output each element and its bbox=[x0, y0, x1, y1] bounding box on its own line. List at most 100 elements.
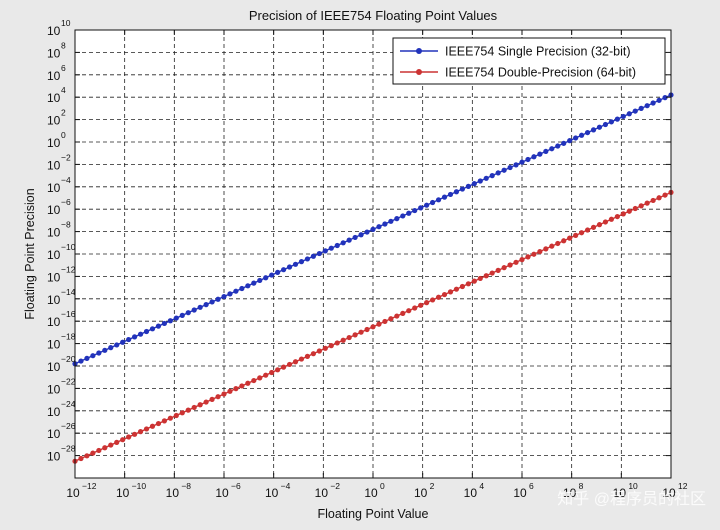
legend-label-single: IEEE754 Single Precision (32-bit) bbox=[445, 45, 631, 59]
data-point bbox=[251, 280, 257, 286]
data-point bbox=[96, 350, 102, 356]
data-point bbox=[203, 302, 209, 308]
data-point bbox=[662, 95, 668, 101]
x-tick-exponent: −8 bbox=[181, 481, 191, 491]
data-point bbox=[376, 224, 382, 230]
data-point bbox=[656, 97, 662, 103]
data-point bbox=[185, 407, 191, 413]
data-point bbox=[477, 178, 483, 184]
chart-title: Precision of IEEE754 Floating Point Valu… bbox=[249, 8, 498, 23]
y-tick-exponent: −22 bbox=[61, 376, 76, 386]
y-tick-label: 10 bbox=[47, 226, 61, 240]
data-point bbox=[573, 135, 579, 141]
data-point bbox=[84, 355, 90, 361]
x-tick-label: 10 bbox=[662, 486, 676, 500]
data-point bbox=[102, 347, 108, 353]
data-point bbox=[477, 275, 483, 282]
data-point bbox=[346, 334, 352, 341]
data-point bbox=[656, 195, 662, 201]
data-point bbox=[507, 164, 513, 171]
data-point bbox=[561, 238, 567, 244]
data-point bbox=[275, 269, 281, 275]
x-tick-exponent: 8 bbox=[579, 481, 584, 491]
y-tick-label: 10 bbox=[47, 450, 61, 464]
data-point bbox=[227, 291, 233, 297]
data-point bbox=[137, 331, 144, 337]
data-point bbox=[316, 348, 322, 354]
data-point bbox=[531, 251, 537, 257]
data-point bbox=[483, 175, 489, 181]
data-point bbox=[531, 154, 537, 160]
data-point bbox=[567, 235, 573, 241]
y-tick-exponent: −26 bbox=[61, 421, 76, 431]
data-point bbox=[537, 248, 543, 255]
y-tick-label: 10 bbox=[47, 405, 61, 419]
data-point bbox=[650, 197, 656, 204]
data-point bbox=[424, 202, 430, 208]
data-point bbox=[179, 312, 185, 318]
x-tick-label: 10 bbox=[464, 486, 478, 500]
data-point bbox=[543, 148, 549, 155]
watermark-text: 知乎 @程序员的社区 bbox=[557, 490, 706, 508]
data-point bbox=[614, 213, 620, 220]
x-tick-label: 10 bbox=[513, 486, 527, 500]
data-point bbox=[412, 305, 418, 311]
data-point bbox=[102, 445, 108, 451]
data-point bbox=[382, 318, 388, 325]
data-point bbox=[358, 329, 364, 335]
data-point bbox=[573, 232, 579, 239]
data-point bbox=[620, 211, 626, 217]
data-point bbox=[340, 337, 346, 343]
y-tick-exponent: 4 bbox=[61, 85, 66, 95]
data-point bbox=[394, 216, 400, 222]
y-tick-label: 10 bbox=[47, 360, 61, 374]
data-point bbox=[155, 420, 162, 427]
data-point bbox=[328, 343, 334, 349]
data-point bbox=[579, 230, 585, 236]
data-point bbox=[596, 222, 603, 228]
data-point bbox=[155, 323, 162, 329]
y-tick-exponent: −20 bbox=[61, 354, 76, 364]
data-point bbox=[179, 410, 185, 416]
data-point bbox=[579, 132, 585, 138]
data-point bbox=[632, 108, 638, 114]
legend-label-double: IEEE754 Double-Precision (64-bit) bbox=[445, 66, 636, 80]
data-point bbox=[620, 113, 626, 120]
x-tick-exponent: −12 bbox=[82, 481, 97, 491]
data-point bbox=[292, 261, 299, 267]
y-tick-label: 10 bbox=[47, 338, 61, 352]
data-point bbox=[269, 369, 275, 376]
data-point bbox=[382, 221, 388, 227]
data-point bbox=[465, 281, 471, 287]
data-point bbox=[304, 353, 311, 359]
data-point bbox=[114, 342, 120, 348]
data-point bbox=[316, 250, 322, 257]
data-point bbox=[328, 245, 334, 251]
data-point bbox=[483, 273, 489, 279]
data-point bbox=[584, 227, 591, 233]
data-point bbox=[608, 216, 615, 222]
x-ticks: 10 −12 10 −10 10 −8 10 −6 10 −4 10 −2 10 0 10 2 10 4 10 6 10… bbox=[66, 30, 688, 500]
y-tick-label: 10 bbox=[47, 91, 61, 105]
data-point bbox=[310, 253, 316, 259]
data-point bbox=[394, 313, 400, 319]
data-point bbox=[143, 426, 150, 432]
y-tick-exponent: −8 bbox=[61, 220, 71, 230]
x-tick-label: 10 bbox=[265, 486, 279, 500]
data-point bbox=[406, 308, 412, 314]
x-tick-exponent: 4 bbox=[479, 481, 484, 491]
y-tick-label: 10 bbox=[47, 114, 61, 128]
data-point bbox=[465, 183, 471, 189]
data-point bbox=[263, 275, 269, 281]
y-tick-exponent: 8 bbox=[61, 40, 66, 50]
data-point bbox=[430, 297, 436, 303]
data-point bbox=[644, 200, 650, 206]
data-point bbox=[310, 351, 316, 357]
y-tick-exponent: −16 bbox=[61, 309, 76, 319]
data-point bbox=[549, 243, 555, 249]
data-point bbox=[537, 151, 543, 157]
x-tick-exponent: 2 bbox=[430, 481, 435, 491]
data-point bbox=[638, 105, 644, 111]
data-point bbox=[281, 364, 287, 370]
